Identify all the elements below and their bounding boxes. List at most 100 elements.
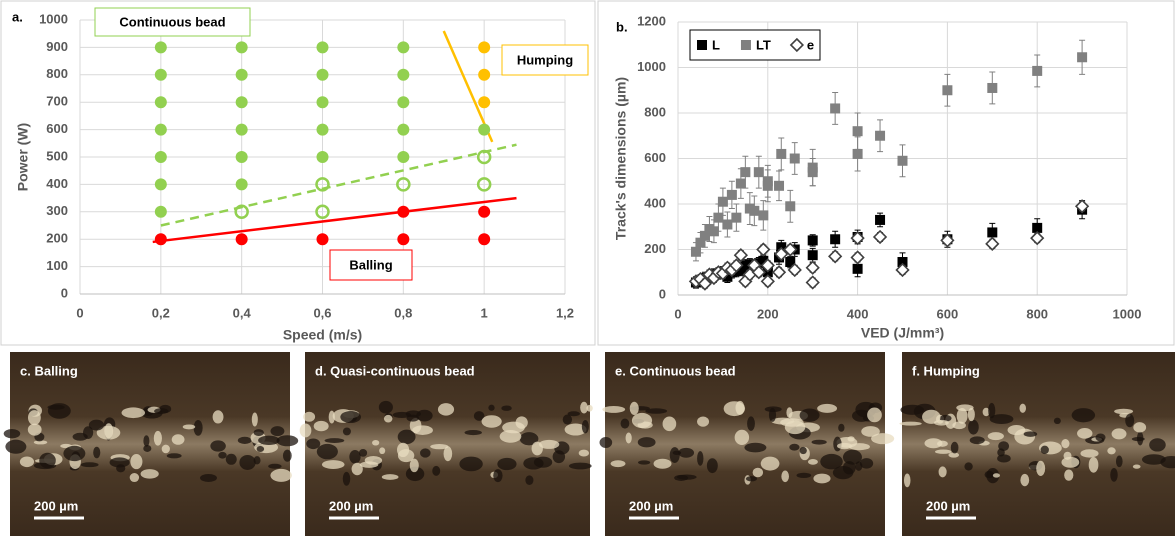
data-point: [987, 227, 997, 237]
melt-speck: [735, 401, 744, 415]
melt-speck: [1095, 433, 1105, 441]
melt-speck: [630, 402, 639, 415]
data-point: [727, 190, 737, 200]
melt-speck: [365, 456, 382, 465]
x-tick-label: 200: [757, 306, 779, 321]
data-point: [155, 206, 167, 218]
melt-speck: [993, 473, 1000, 477]
y-tick-label: 0: [659, 286, 666, 301]
micrograph-label: c. Balling: [20, 363, 78, 378]
data-point: [1032, 66, 1042, 76]
data-point: [236, 124, 248, 136]
melt-speck: [172, 434, 185, 444]
data-point: [829, 250, 841, 262]
melt-speck: [501, 405, 511, 410]
y-tick-label: 0: [61, 285, 68, 300]
melt-speck: [306, 438, 320, 449]
boundary-line: [153, 198, 517, 242]
melt-speck: [1125, 414, 1134, 427]
melt-speck: [626, 433, 632, 444]
melt-speck: [837, 443, 852, 449]
data-point: [986, 238, 998, 250]
x-axis-title: Speed (m/s): [283, 327, 362, 343]
melt-speck: [89, 420, 104, 431]
data-point: [236, 69, 248, 81]
melt-speck: [432, 466, 440, 476]
data-point: [754, 167, 764, 177]
melt-speck: [796, 473, 811, 478]
melt-speck: [218, 452, 226, 459]
melt-speck: [398, 430, 416, 444]
melt-speck: [860, 458, 873, 468]
melt-speck: [951, 442, 959, 454]
melt-speck: [539, 440, 559, 449]
y-tick-label: 300: [46, 203, 68, 218]
melt-speck: [838, 424, 844, 432]
melt-speck: [213, 410, 224, 423]
x-tick-label: 1000: [1113, 306, 1142, 321]
data-point: [830, 103, 840, 113]
melt-speck: [707, 458, 718, 473]
melt-speck: [226, 454, 237, 465]
melt-speck: [459, 457, 482, 472]
legend-label: e: [807, 37, 814, 52]
melt-speck: [1024, 431, 1038, 436]
data-point: [785, 201, 795, 211]
melt-speck: [1019, 404, 1026, 413]
scale-bar-label: 200 µm: [329, 498, 373, 513]
melt-speck: [812, 440, 827, 445]
melt-speck: [167, 453, 182, 458]
data-point: [763, 181, 773, 191]
melt-speck: [154, 408, 168, 414]
data-point: [397, 124, 409, 136]
legend-label: L: [712, 37, 720, 52]
data-point: [808, 235, 818, 245]
melt-speck: [746, 476, 757, 481]
panel-title: b.: [616, 19, 628, 34]
melt-speck: [654, 459, 672, 469]
data-point: [773, 266, 785, 278]
melt-speck: [867, 408, 882, 423]
melt-speck: [359, 449, 367, 457]
melt-speck: [563, 414, 572, 424]
melt-speck: [372, 440, 379, 445]
melt-speck: [1072, 408, 1095, 422]
melt-speck: [379, 401, 393, 414]
melt-speck: [497, 458, 516, 470]
melt-speck: [988, 432, 1004, 440]
y-tick-label: 800: [46, 66, 68, 81]
micrograph-label: f. Humping: [912, 363, 980, 378]
x-axis-title: VED (J/mm³): [861, 325, 944, 341]
melt-speck: [663, 417, 677, 432]
y-axis-title: Track's dimensions (µm): [613, 77, 629, 240]
data-point: [397, 69, 409, 81]
melt-speck: [238, 437, 252, 444]
melt-speck: [735, 430, 749, 445]
legend-marker: [697, 40, 707, 50]
melt-speck: [340, 411, 361, 423]
melt-speck: [352, 463, 363, 475]
melt-speck: [964, 462, 972, 470]
melt-speck: [314, 421, 329, 431]
data-point: [1031, 232, 1043, 244]
melt-speck: [322, 460, 345, 469]
melt-speck: [4, 429, 21, 438]
melt-speck: [1116, 456, 1123, 468]
data-point: [853, 149, 863, 159]
y-tick-label: 400: [46, 176, 68, 191]
melt-speck: [1133, 464, 1141, 468]
data-point: [987, 83, 997, 93]
melt-speck: [569, 463, 592, 470]
melt-speck: [789, 444, 799, 451]
y-tick-label: 200: [46, 231, 68, 246]
melt-speck: [257, 446, 265, 452]
data-point: [478, 96, 490, 108]
data-point: [874, 231, 886, 243]
panel-title: a.: [12, 9, 23, 24]
data-point: [155, 124, 167, 136]
data-point: [236, 178, 248, 190]
melt-speck: [162, 445, 170, 454]
melt-speck: [397, 443, 409, 457]
micrograph: f. Humping200 µm: [899, 352, 1175, 536]
melt-speck: [93, 447, 100, 459]
